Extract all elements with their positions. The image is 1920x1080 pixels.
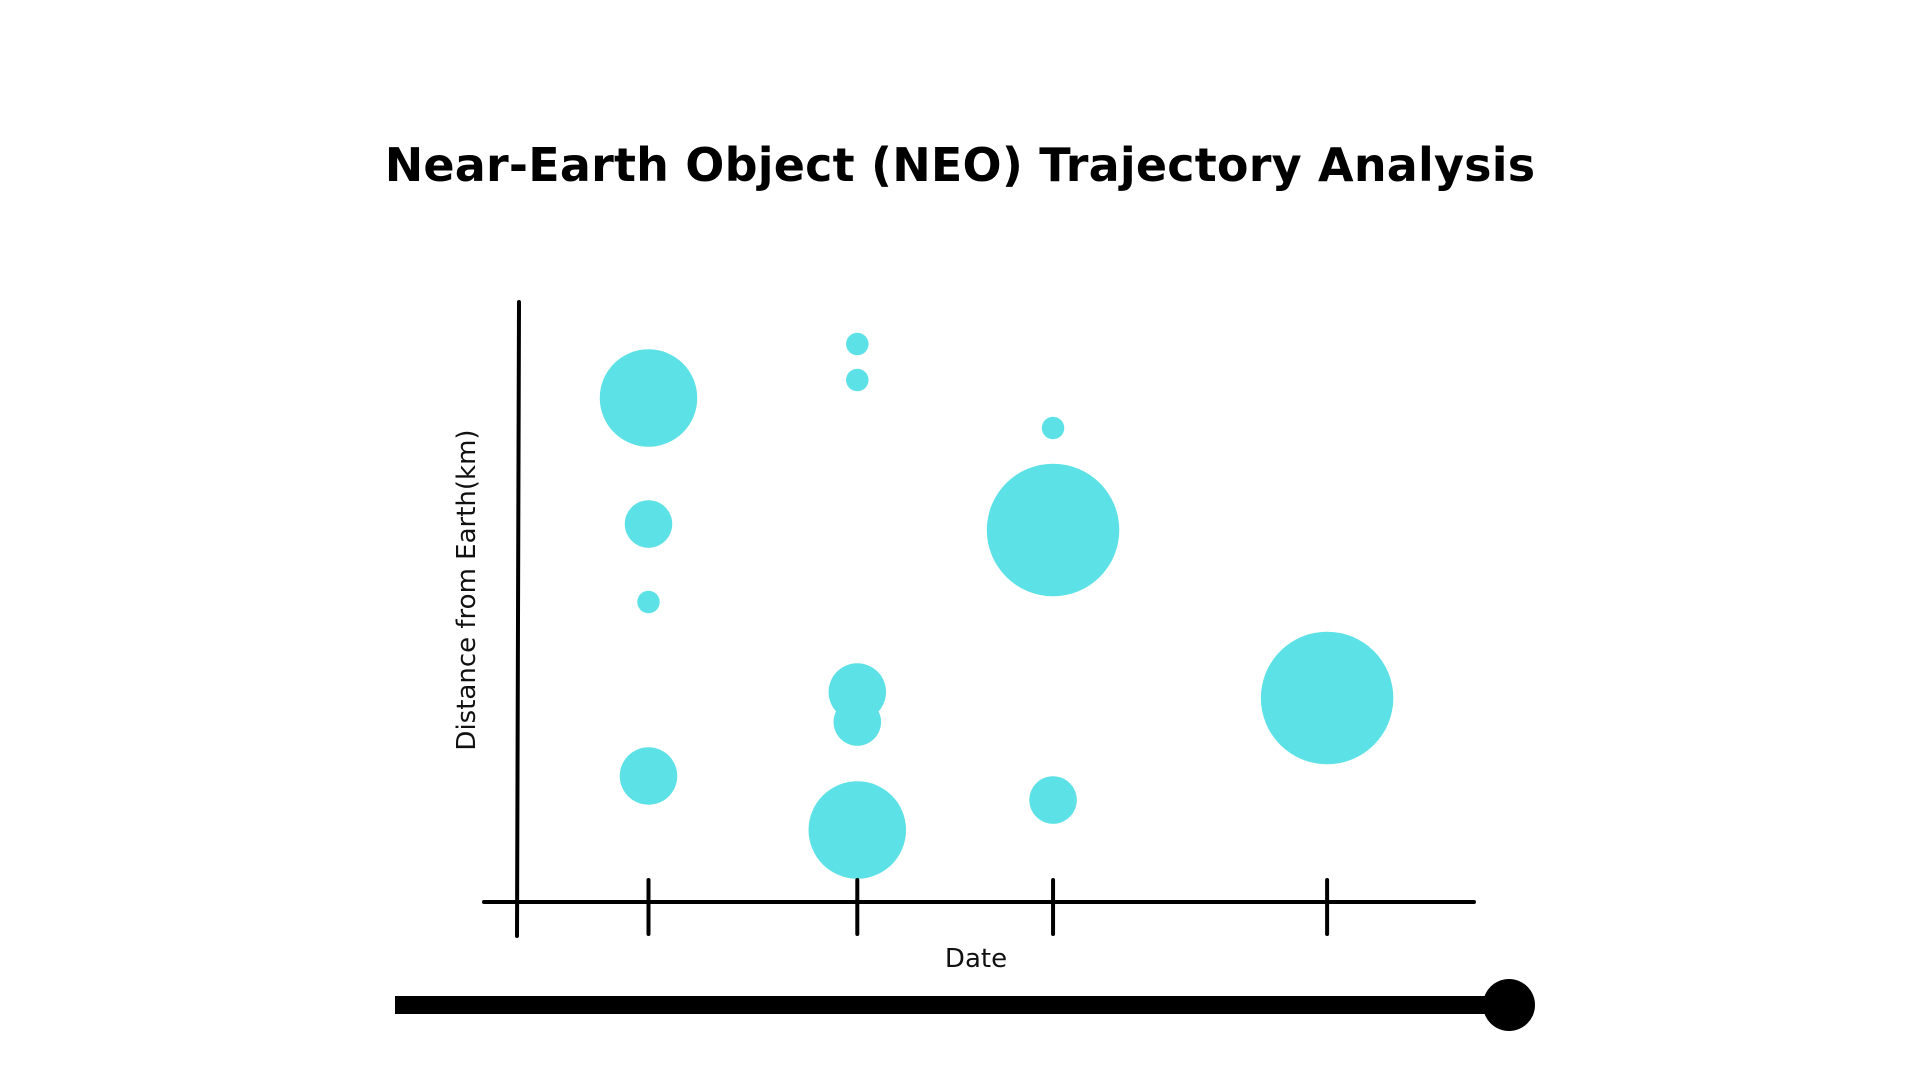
data-point-13[interactable]: [1260, 631, 1394, 765]
x-axis-label: Date: [945, 944, 1007, 974]
data-point-4[interactable]: [619, 747, 678, 805]
data-point-10[interactable]: [1041, 416, 1065, 440]
data-point-11[interactable]: [986, 463, 1120, 597]
y-axis-line: [515, 300, 521, 938]
data-point-3[interactable]: [637, 590, 660, 614]
data-point-2[interactable]: [624, 500, 673, 548]
data-point-12[interactable]: [1029, 776, 1077, 824]
slider-handle[interactable]: [1483, 979, 1535, 1031]
date-range-slider[interactable]: [395, 979, 1535, 1031]
data-point-8[interactable]: [833, 698, 882, 746]
data-point-9[interactable]: [808, 781, 907, 879]
bubbles-layer: [599, 332, 1394, 879]
data-point-5[interactable]: [846, 332, 869, 356]
data-point-6[interactable]: [846, 368, 869, 392]
chart-title: Near-Earth Object (NEO) Trajectory Analy…: [384, 138, 1536, 192]
y-axis-label: Distance from Earth(km): [452, 429, 482, 750]
x-ticks-layer: [646, 878, 1330, 936]
data-point-1[interactable]: [599, 349, 698, 447]
slider-track[interactable]: [395, 996, 1510, 1014]
